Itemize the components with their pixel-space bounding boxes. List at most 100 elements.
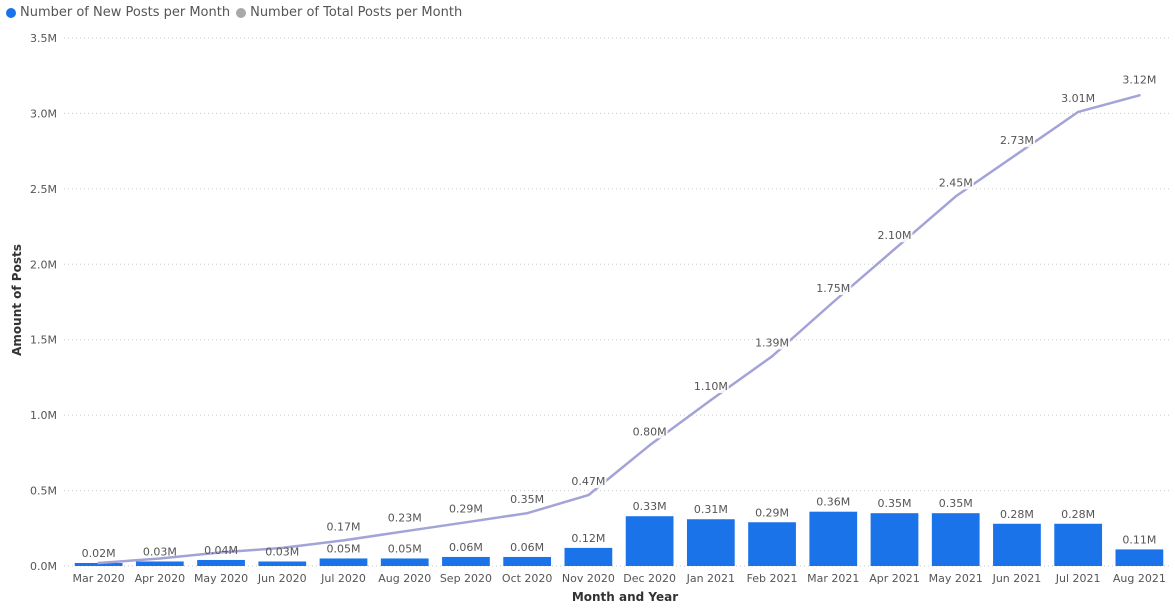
data-label-total-posts: 3.12M <box>1122 73 1156 86</box>
gridlines <box>64 37 1170 567</box>
x-tick-label: Jun 2021 <box>992 572 1042 585</box>
data-label-new-posts: 0.05M <box>327 542 361 555</box>
data-label-total-posts: 2.10M <box>878 229 912 242</box>
y-tick-label: 1.5M <box>30 334 57 347</box>
data-label-total-posts: 0.35M <box>510 493 544 506</box>
data-label-bg <box>570 475 607 489</box>
point-total-posts <box>97 561 100 565</box>
point-total-posts <box>1015 152 1019 156</box>
x-tick-label: Jul 2020 <box>320 572 366 585</box>
bar-new-posts[interactable] <box>135 561 184 566</box>
point-total-posts <box>648 444 651 447</box>
point-total-posts <box>281 546 284 550</box>
data-label-total-posts: 1.10M <box>694 380 728 393</box>
point-total-posts <box>770 355 774 358</box>
data-label-new-posts: 0.02M <box>82 547 116 560</box>
bar-new-posts[interactable] <box>258 561 307 566</box>
data-label-new-posts: 0.33M <box>633 500 667 513</box>
data-label-new-posts: 0.06M <box>510 541 544 554</box>
x-tick-label: Dec 2020 <box>623 572 676 585</box>
x-tick-label: Jan 2021 <box>686 572 735 585</box>
x-tick-label: Sep 2020 <box>440 572 492 585</box>
data-label-bg <box>998 134 1035 148</box>
x-tick-label: Jun 2020 <box>257 572 307 585</box>
data-label-new-posts: 0.29M <box>755 506 789 519</box>
data-label-new-posts: 0.36M <box>816 496 850 509</box>
bar-new-posts[interactable] <box>870 513 919 566</box>
data-label-total-posts: 2.45M <box>939 176 973 189</box>
point-total-posts <box>219 551 223 554</box>
x-tick-label: Mar 2020 <box>72 572 124 585</box>
x-axis-title: Month and Year <box>572 590 678 604</box>
data-label-bg <box>325 520 362 534</box>
data-label-new-posts: 0.03M <box>143 545 177 558</box>
x-tick-label: Apr 2021 <box>869 572 920 585</box>
data-label-new-posts: 0.28M <box>1000 508 1034 521</box>
point-total-posts <box>158 557 162 560</box>
line-total-posts-path[interactable] <box>97 94 1141 565</box>
x-axis-ticks: Mar 2020 Apr 2020 May 2020 Jun 2020 Jul 2020… <box>72 572 1165 585</box>
data-label-new-posts: 0.28M <box>1061 508 1095 521</box>
bar-new-posts[interactable] <box>748 522 796 566</box>
x-tick-label: Jul 2021 <box>1055 572 1101 585</box>
bar-new-posts[interactable] <box>74 562 123 566</box>
y-tick-label: 1.0M <box>30 409 57 422</box>
data-label-total-posts: 0.23M <box>388 511 422 524</box>
legend: Number of New Posts per Month Number of … <box>6 5 468 20</box>
bar-new-posts[interactable] <box>993 523 1041 566</box>
bar-new-posts[interactable] <box>686 519 735 566</box>
data-label-new-posts: 0.05M <box>388 542 422 555</box>
data-label-total-posts: 2.73M <box>1000 134 1034 147</box>
x-tick-label: Aug 2021 <box>1113 572 1166 585</box>
legend-label-total-posts: Number of Total Posts per Month <box>250 5 463 20</box>
bar-new-posts[interactable] <box>1054 523 1103 566</box>
legend-marker-new-posts <box>6 7 16 18</box>
data-label-new-posts: 0.12M <box>571 532 605 545</box>
data-label-new-posts: 0.35M <box>939 497 973 510</box>
data-label-total-posts: 3.01M <box>1061 92 1095 105</box>
y-tick-label: 0.5M <box>30 485 57 498</box>
bar-new-posts[interactable] <box>564 547 613 566</box>
point-total-posts <box>464 521 468 524</box>
data-label-bg <box>754 336 791 350</box>
data-label-bg <box>876 229 913 243</box>
data-label-new-posts: 0.35M <box>878 497 912 510</box>
data-label-bg <box>815 282 852 295</box>
x-tick-label: May 2020 <box>194 572 248 585</box>
data-label-total-posts: 0.17M <box>327 520 361 533</box>
point-total-posts <box>342 539 345 542</box>
bar-new-posts[interactable] <box>197 559 245 566</box>
data-label-new-posts: 0.31M <box>694 503 728 516</box>
y-tick-label: 2.5M <box>30 183 57 196</box>
x-tick-label: Apr 2020 <box>135 572 186 585</box>
data-label-new-posts: 0.11M <box>1122 533 1156 546</box>
bar-new-posts[interactable] <box>931 513 980 566</box>
data-label-total-posts: 1.39M <box>755 336 789 349</box>
y-axis-title: Amount of Posts <box>10 244 24 356</box>
legend-label-new-posts: Number of New Posts per Month <box>20 5 231 20</box>
data-label-bg <box>509 493 546 507</box>
data-label-bg <box>1060 91 1097 105</box>
data-label-new-posts: 0.06M <box>449 541 483 554</box>
bar-new-posts[interactable] <box>625 516 674 566</box>
bar-new-posts[interactable] <box>319 558 368 566</box>
y-tick-label: 3.0M <box>30 107 57 120</box>
legend-item-total-posts[interactable]: Number of Total Posts per Month <box>236 5 462 20</box>
data-label-total-posts: 1.75M <box>816 282 850 295</box>
legend-item-new-posts[interactable]: Number of New Posts per Month <box>6 5 230 20</box>
data-label-new-posts: 0.03M <box>265 545 299 558</box>
data-label-bg <box>447 502 484 516</box>
data-label-total-posts: 0.80M <box>633 425 667 438</box>
bar-new-posts[interactable] <box>1115 549 1164 566</box>
bars-new-posts <box>74 511 1164 566</box>
x-tick-label: Feb 2021 <box>747 572 798 585</box>
data-label-bg <box>386 511 423 525</box>
bar-new-posts[interactable] <box>809 511 858 566</box>
bar-new-posts[interactable] <box>503 556 552 566</box>
data-label-total-posts: 0.47M <box>571 475 605 488</box>
bar-new-posts[interactable] <box>380 558 429 566</box>
point-total-posts <box>893 248 896 251</box>
bar-new-posts[interactable] <box>442 556 490 566</box>
point-total-posts <box>587 493 590 497</box>
